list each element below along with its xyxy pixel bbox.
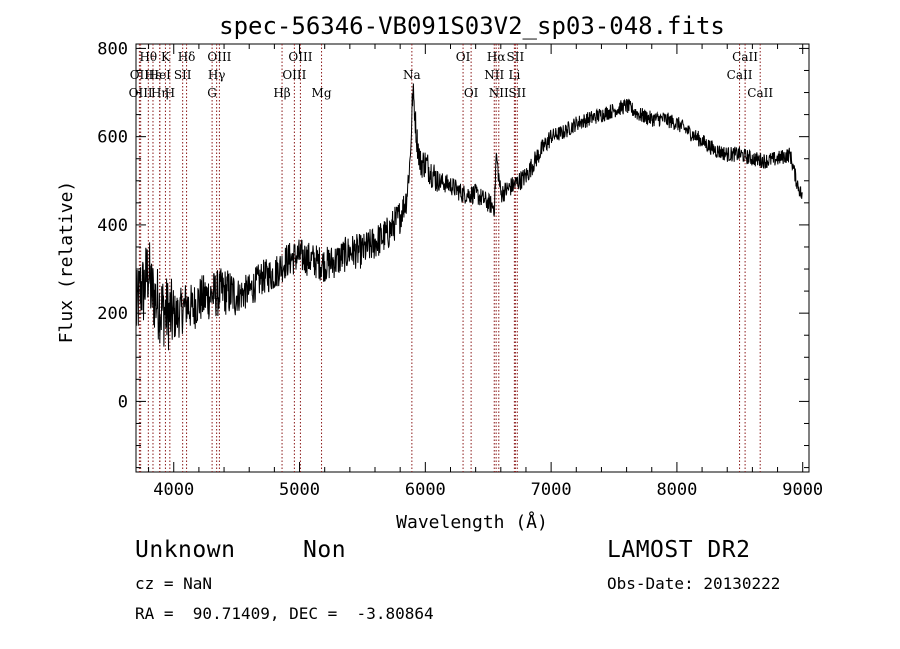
redshift-value: cz = NaN bbox=[135, 574, 213, 593]
y-tick-label-0: 0 bbox=[118, 392, 128, 412]
marker-label-16: Mg bbox=[312, 86, 332, 100]
marker-label-25: SII bbox=[508, 86, 526, 100]
y-tick-label-4: 800 bbox=[97, 39, 128, 59]
marker-label-17: Na bbox=[403, 68, 421, 82]
marker-label-13: OIII bbox=[288, 50, 312, 64]
marker-label-1: OII bbox=[130, 68, 150, 82]
marker-label-15: Hβ bbox=[273, 86, 290, 100]
x-tick-label-3: 7000 bbox=[531, 480, 572, 500]
tick-labels: 4000 5000 6000 7000 8000 9000 0 200 400 600 800 bbox=[97, 39, 823, 500]
y-axis-label: Flux (relative) bbox=[56, 181, 77, 344]
x-tick-label-4: 8000 bbox=[656, 480, 697, 500]
marker-label-6: HeI bbox=[149, 68, 172, 82]
x-tick-label-2: 6000 bbox=[405, 480, 446, 500]
axis-ticks bbox=[136, 44, 809, 472]
marker-label-7: H bbox=[165, 86, 175, 100]
observation-date: Obs-Date: 20130222 bbox=[607, 574, 781, 593]
marker-label-2: OIII bbox=[129, 86, 153, 100]
marker-label-20: Hα bbox=[487, 50, 506, 64]
x-tick-label-5: 9000 bbox=[782, 480, 823, 500]
marker-label-19: OI bbox=[464, 86, 479, 100]
y-tick-label-1: 200 bbox=[97, 304, 128, 324]
x-axis-label: Wavelength (Å) bbox=[396, 511, 548, 533]
marker-label-21: SII bbox=[507, 50, 525, 64]
survey-name: LAMOST DR2 bbox=[607, 537, 751, 563]
object-subclass: Non bbox=[303, 537, 347, 563]
marker-label-26: CaII bbox=[732, 50, 758, 64]
x-tick-label-1: 5000 bbox=[279, 480, 320, 500]
marker-label-5: K bbox=[161, 50, 171, 64]
marker-label-12: G bbox=[207, 86, 217, 100]
marker-label-3: Hε bbox=[145, 68, 162, 82]
marker-label-28: CaII bbox=[747, 86, 773, 100]
object-class: Unknown bbox=[135, 537, 236, 563]
marker-label-14: OIII bbox=[282, 68, 306, 82]
y-tick-label-3: 600 bbox=[97, 128, 128, 148]
y-tick-label-2: 400 bbox=[97, 216, 128, 236]
coordinates: RA = 90.71409, DEC = -3.80864 bbox=[135, 604, 434, 623]
marker-label-24: NII bbox=[489, 86, 509, 100]
spectrum-line bbox=[135, 83, 803, 351]
marker-label-8: Hδ bbox=[178, 50, 196, 64]
marker-label-27: CaII bbox=[727, 68, 753, 82]
plot-frame bbox=[135, 43, 810, 473]
marker-label-18: OI bbox=[456, 50, 471, 64]
emission-line-markers bbox=[138, 44, 761, 472]
chart-title: spec-56346-VB091S03V2_sp03-048.fits bbox=[219, 12, 725, 40]
marker-label-9: SII bbox=[174, 68, 192, 82]
x-tick-label-0: 4000 bbox=[153, 480, 194, 500]
marker-label-0: Hθ bbox=[139, 50, 157, 64]
marker-label-4: Hη bbox=[151, 86, 169, 100]
marker-label-11: Hγ bbox=[208, 68, 226, 82]
marker-label-22: NII bbox=[484, 68, 504, 82]
marker-label-10: OIII bbox=[207, 50, 231, 64]
marker-label-23: Li bbox=[508, 68, 520, 82]
emission-line-labels: Hθ OII OIII Hε Hη K HeI H Hδ SII OIII Hγ G OIII OIII Hβ… bbox=[129, 50, 774, 100]
